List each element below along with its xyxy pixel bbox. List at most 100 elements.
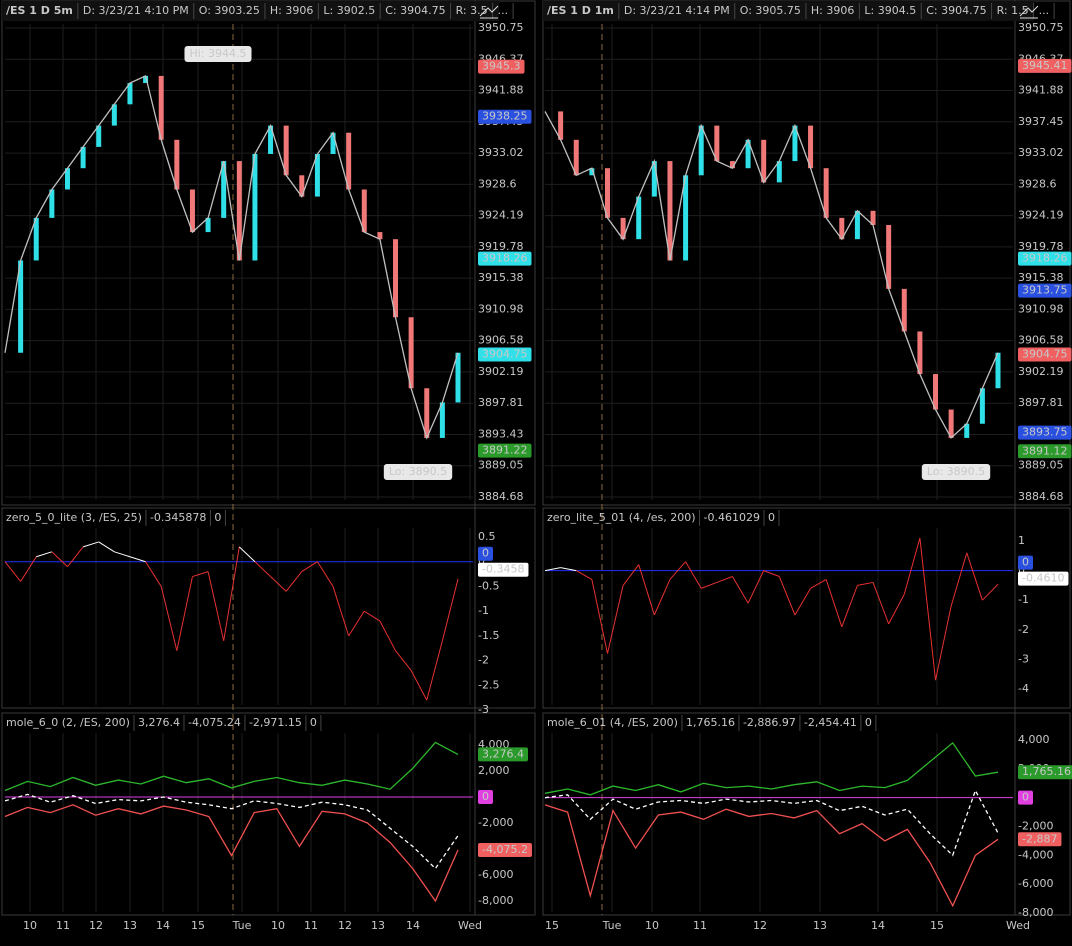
oscillator-segment xyxy=(441,578,459,641)
axis-label: 3950.75 xyxy=(1018,21,1064,34)
candle xyxy=(143,75,149,84)
x-label: Tue xyxy=(602,919,622,932)
oscillator-segment xyxy=(653,579,671,616)
axis-label: 3902.19 xyxy=(478,365,524,378)
badge-bg xyxy=(1018,555,1033,570)
badge-bg xyxy=(1018,444,1072,459)
candle xyxy=(620,217,626,240)
oscillator-segment xyxy=(270,576,287,592)
up-line xyxy=(4,741,459,792)
candle xyxy=(854,210,860,240)
price-badge: 3945.41 xyxy=(1018,58,1072,73)
axis-label: 3893.43 xyxy=(478,427,524,440)
badge-label: 3904.75 xyxy=(1022,348,1068,361)
axis-label: -2,000 xyxy=(478,816,513,829)
oscillator-segment xyxy=(982,583,999,601)
oscillator-segment xyxy=(129,556,146,563)
axis-label: 3928.6 xyxy=(478,177,517,190)
oscillator-segment xyxy=(285,571,303,592)
candle xyxy=(268,125,274,154)
candle xyxy=(393,239,399,318)
badge-label: 1,765.16 xyxy=(1022,765,1071,778)
candle xyxy=(408,317,414,389)
candle xyxy=(424,388,430,438)
axis-label: -2,000 xyxy=(1018,820,1053,833)
x-label: 10 xyxy=(271,919,285,932)
study-title: mole_6_0 (2, /ES, 200) xyxy=(6,716,130,729)
axis-label: 3924.19 xyxy=(478,209,524,222)
badge-label: -0.3458 xyxy=(482,563,524,576)
axis-label: 3924.19 xyxy=(1018,209,1064,222)
study-title: 3,276.4 xyxy=(138,716,180,729)
x-label: 13 xyxy=(371,919,385,932)
axis-label: 3928.6 xyxy=(1018,177,1057,190)
price-badge: 3891.12 xyxy=(1018,444,1072,459)
study-title: 0 xyxy=(768,511,775,524)
price-badge: -4,075.2 xyxy=(478,842,532,857)
badge-bg xyxy=(478,842,532,857)
badge-bg xyxy=(478,59,525,74)
price-badge: 0 xyxy=(1018,790,1033,805)
badge-bg xyxy=(478,747,528,762)
header-close: C: 3904.75 xyxy=(926,4,986,17)
x-label: 15 xyxy=(930,919,944,932)
axis-label: 3919.78 xyxy=(478,240,524,253)
candle xyxy=(651,161,657,197)
axis-label: 1 xyxy=(1018,534,1025,547)
axis-label: 3906.58 xyxy=(478,334,524,347)
x-label: Wed xyxy=(1006,919,1030,932)
price-badge: -0.4610 xyxy=(1018,571,1069,586)
axis-label: 3884.68 xyxy=(478,490,524,503)
candle xyxy=(604,168,610,218)
candle xyxy=(698,125,704,176)
candle xyxy=(636,196,642,240)
oscillator-segment xyxy=(966,552,983,601)
axis-label: -4,000 xyxy=(1018,848,1053,861)
mid-line xyxy=(544,788,999,857)
oscillator-segment xyxy=(160,586,178,651)
candle xyxy=(346,132,352,190)
axis-label: 0 xyxy=(1018,564,1025,577)
x-label: 14 xyxy=(871,919,885,932)
candle xyxy=(933,374,939,410)
candle xyxy=(221,161,227,218)
axis-label: 3919.78 xyxy=(1018,240,1064,253)
study-title: 1,765.16 xyxy=(686,716,735,729)
axis-label: 3941.88 xyxy=(478,84,524,97)
oscillator-segment xyxy=(810,579,827,589)
badge-label: -4,075.2 xyxy=(482,843,528,856)
oscillator-segment xyxy=(98,541,115,553)
badge-label: -0.4610 xyxy=(1022,572,1064,585)
oscillator-segment xyxy=(763,570,780,577)
badge-bg xyxy=(478,347,532,362)
axis-label: -6,000 xyxy=(478,868,513,881)
oscillator-segment xyxy=(622,564,640,586)
badge-label: 3938.25 xyxy=(482,110,528,123)
price-badge: 3945.3 xyxy=(478,60,525,74)
header-range: R: 1.5 xyxy=(997,4,1029,17)
oscillator-segment xyxy=(379,620,396,651)
candle xyxy=(205,217,211,233)
price-badge: -0.3458 xyxy=(478,562,529,577)
price-badge: 3918.26 xyxy=(1018,252,1072,266)
x-label: 15 xyxy=(545,919,559,932)
badge-label: 3,276.4 xyxy=(482,747,524,760)
x-label: 12 xyxy=(89,919,103,932)
oscillator-segment xyxy=(638,564,655,616)
oscillator-segment xyxy=(364,610,381,622)
candle xyxy=(948,409,954,438)
axis-label: -3 xyxy=(478,703,489,716)
candle xyxy=(870,210,876,225)
badge-label: 3918.26 xyxy=(482,252,528,265)
header-more: ... xyxy=(1039,4,1050,17)
axis-label: 3933.02 xyxy=(478,146,524,159)
candle xyxy=(886,224,892,289)
down-line xyxy=(544,804,999,908)
oscillator-segment xyxy=(591,579,608,654)
badge-bg xyxy=(478,790,493,804)
oscillator-segment xyxy=(575,570,593,580)
header-open: O: 3905.75 xyxy=(740,4,801,17)
down-line xyxy=(4,804,459,903)
candle xyxy=(729,161,735,169)
badge-bg xyxy=(478,562,529,577)
